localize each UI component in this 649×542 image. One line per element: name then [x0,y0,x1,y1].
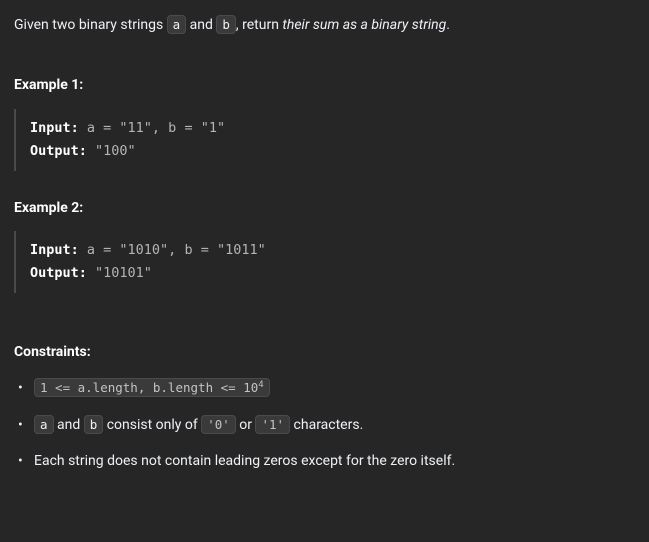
example-2-output-label: Output: [30,265,87,281]
intro-mid1: and [186,17,216,33]
constraint-item-3: Each string does not contain leading zer… [16,450,635,472]
constraint-2-code-one: '1' [255,415,290,434]
constraint-2-t2: consist only of [103,417,201,433]
constraint-2-code-a: a [34,415,54,434]
constraint-2-code-zero: '0' [201,415,236,434]
constraint-item-1: 1 <= a.length, b.length <= 104 [16,377,635,399]
intro-mid2: , return [236,17,283,33]
constraints-section: Constraints: 1 <= a.length, b.length <= … [14,341,635,473]
example-1-input-value: a = "11", b = "1" [79,120,225,136]
constraints-list: 1 <= a.length, b.length <= 104 a and b c… [14,377,635,472]
intro-prefix: Given two binary strings [14,17,167,33]
example-1-heading: Example 1: [14,74,635,96]
constraint-1-code-exp: 4 [258,380,263,390]
intro-suffix: . [446,17,450,33]
example-2-output-value: "10101" [87,265,152,281]
example-2-input-value: a = "1010", b = "1011" [79,242,266,258]
constraints-heading: Constraints: [14,341,635,363]
problem-intro: Given two binary strings a and b, return… [14,14,635,36]
constraint-2-code-b: b [84,415,104,434]
example-1-output-value: "100" [87,143,136,159]
intro-emphasis: their sum as a binary string [282,17,446,33]
constraint-2-t3: or [236,417,256,433]
example-1-input-label: Input: [30,120,79,136]
intro-code-a: a [167,15,187,34]
example-1-output-label: Output: [30,143,87,159]
constraint-2-t1: and [54,417,84,433]
example-1: Example 1: Input: a = "11", b = "1" Outp… [14,74,635,170]
constraint-1-code: 1 <= a.length, b.length <= 104 [34,378,270,397]
constraint-2-t4: characters. [290,417,363,433]
example-2-heading: Example 2: [14,197,635,219]
constraint-item-2: a and b consist only of '0' or '1' chara… [16,414,635,436]
example-2: Example 2: Input: a = "1010", b = "1011"… [14,197,635,293]
example-2-code: Input: a = "1010", b = "1011" Output: "1… [14,231,635,293]
constraint-1-code-prefix: 1 <= a.length, b.length <= 10 [40,380,258,395]
intro-code-b: b [216,15,236,34]
example-1-code: Input: a = "11", b = "1" Output: "100" [14,109,635,171]
example-2-input-label: Input: [30,242,79,258]
